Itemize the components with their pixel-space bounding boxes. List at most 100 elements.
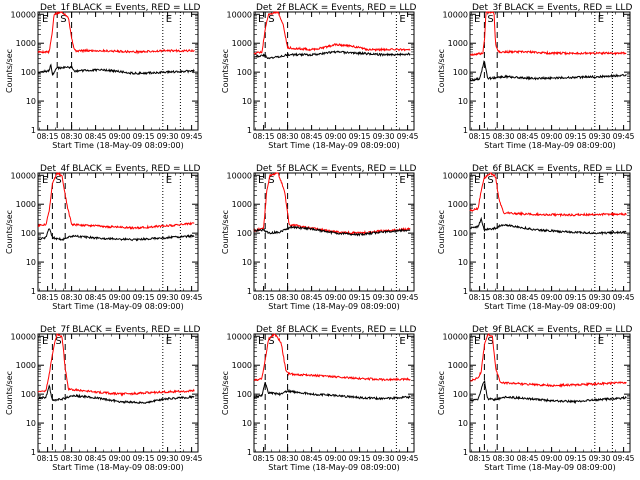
interval-marker-label: E bbox=[166, 336, 172, 347]
x-tick-label: 09:30 bbox=[589, 293, 611, 302]
x-tick-label: 09:30 bbox=[589, 454, 611, 463]
y-tick-label: 100 bbox=[453, 68, 468, 77]
x-tick-label: 09:00 bbox=[541, 132, 563, 141]
interval-marker-label: S bbox=[268, 336, 274, 347]
x-tick-label: 09:15 bbox=[133, 454, 155, 463]
plot-frame bbox=[37, 11, 199, 131]
detector-panel: Det_8f BLACK = Events, RED = LLD 1 10 100 10… bbox=[221, 325, 419, 472]
plot-frame bbox=[253, 333, 415, 453]
panel-title: Det_2f BLACK = Events, RED = LLD bbox=[256, 3, 416, 13]
x-tick-label: 08:30 bbox=[277, 454, 299, 463]
interval-marker-label: E bbox=[258, 336, 264, 347]
interval-marker-label: S bbox=[55, 175, 61, 186]
y-tick-label: 1000 bbox=[448, 361, 468, 370]
y-tick-label: 100 bbox=[237, 229, 252, 238]
x-tick-label: 08:45 bbox=[517, 293, 539, 302]
x-tick-label: 08:45 bbox=[85, 293, 107, 302]
x-tick-label: 08:15 bbox=[253, 293, 275, 302]
y-tick-label: 10000 bbox=[11, 171, 36, 180]
lld-rate-line bbox=[253, 333, 411, 382]
x-tick-label: 09:45 bbox=[181, 293, 203, 302]
panel-title: Det_7f BLACK = Events, RED = LLD bbox=[40, 325, 200, 335]
x-tick-label: 09:15 bbox=[133, 293, 155, 302]
x-tick-label: 09:30 bbox=[589, 132, 611, 141]
y-tick-label: 10 bbox=[458, 258, 468, 267]
x-tick-label: 08:15 bbox=[37, 132, 59, 141]
x-tick-label: 09:15 bbox=[565, 454, 587, 463]
x-tick-label: 08:30 bbox=[61, 454, 83, 463]
y-tick-label: 1000 bbox=[232, 361, 252, 370]
panel-title: Det_1f BLACK = Events, RED = LLD bbox=[40, 3, 200, 13]
y-tick-label: 100 bbox=[237, 68, 252, 77]
x-tick-label: 08:30 bbox=[277, 293, 299, 302]
x-tick-label: 08:45 bbox=[517, 454, 539, 463]
x-tick-label: 08:15 bbox=[253, 132, 275, 141]
x-axis-label: Start Time (18-May-09 08:09:00) bbox=[268, 302, 399, 311]
interval-marker-label: E bbox=[598, 336, 604, 347]
events-rate-line bbox=[253, 224, 411, 237]
panel-title: Det_8f BLACK = Events, RED = LLD bbox=[256, 325, 416, 335]
interval-marker-label: S bbox=[60, 14, 66, 25]
y-tick-label: 1 bbox=[463, 126, 468, 135]
detector-panel: Det_4f BLACK = Events, RED = LLD 1 10 100 10… bbox=[5, 164, 203, 311]
y-tick-label: 1000 bbox=[16, 361, 36, 370]
y-tick-label: 10000 bbox=[443, 10, 468, 19]
x-tick-label: 09:00 bbox=[325, 454, 347, 463]
x-axis-label: Start Time (18-May-09 08:09:00) bbox=[484, 302, 615, 311]
detector-panel: Det_9f BLACK = Events, RED = LLD 1 10 100 10… bbox=[437, 325, 635, 472]
x-tick-label: 09:30 bbox=[157, 293, 179, 302]
plot-frame bbox=[469, 172, 631, 292]
interval-marker-label: E bbox=[598, 175, 604, 186]
events-rate-line bbox=[253, 50, 411, 60]
y-tick-label: 1 bbox=[31, 126, 36, 135]
y-axis-label: Counts/sec bbox=[221, 49, 230, 93]
y-tick-label: 1 bbox=[31, 448, 36, 457]
x-tick-label: 09:00 bbox=[541, 454, 563, 463]
y-tick-label: 100 bbox=[453, 229, 468, 238]
x-tick-label: 09:45 bbox=[397, 132, 419, 141]
y-tick-label: 10000 bbox=[227, 171, 252, 180]
detector-panel: Det_6f BLACK = Events, RED = LLD 1 10 100 10… bbox=[437, 164, 635, 311]
x-tick-label: 08:45 bbox=[301, 132, 323, 141]
x-axis-label: Start Time (18-May-09 08:09:00) bbox=[484, 141, 615, 150]
interval-marker-label: E bbox=[42, 175, 48, 186]
x-tick-label: 09:30 bbox=[157, 454, 179, 463]
x-tick-label: 08:15 bbox=[469, 293, 491, 302]
panel-title: Det_3f BLACK = Events, RED = LLD bbox=[472, 3, 632, 13]
y-tick-label: 1 bbox=[463, 287, 468, 296]
lld-rate-line bbox=[253, 11, 411, 55]
x-tick-label: 08:30 bbox=[493, 132, 515, 141]
x-tick-label: 09:15 bbox=[349, 132, 371, 141]
x-tick-label: 08:45 bbox=[85, 132, 107, 141]
x-axis-label: Start Time (18-May-09 08:09:00) bbox=[484, 463, 615, 472]
x-axis-label: Start Time (18-May-09 08:09:00) bbox=[52, 463, 183, 472]
y-tick-label: 10 bbox=[26, 258, 36, 267]
y-tick-label: 10 bbox=[458, 419, 468, 428]
x-tick-label: 09:30 bbox=[373, 132, 395, 141]
y-axis-label: Counts/sec bbox=[437, 371, 446, 415]
y-tick-label: 10000 bbox=[227, 332, 252, 341]
x-tick-label: 09:45 bbox=[397, 293, 419, 302]
panel-title: Det_6f BLACK = Events, RED = LLD bbox=[472, 164, 632, 174]
interval-marker-label: E bbox=[42, 336, 48, 347]
x-axis-label: Start Time (18-May-09 08:09:00) bbox=[268, 141, 399, 150]
x-tick-label: 09:45 bbox=[613, 293, 635, 302]
x-tick-label: 09:00 bbox=[325, 293, 347, 302]
x-tick-label: 08:30 bbox=[277, 132, 299, 141]
x-tick-label: 09:45 bbox=[613, 454, 635, 463]
detector-panel: Det_5f BLACK = Events, RED = LLD 1 10 100 10… bbox=[221, 164, 419, 311]
y-tick-label: 1000 bbox=[448, 39, 468, 48]
x-tick-label: 09:15 bbox=[133, 132, 155, 141]
y-tick-label: 1000 bbox=[232, 39, 252, 48]
lld-rate-line bbox=[253, 171, 411, 236]
x-tick-label: 08:45 bbox=[85, 454, 107, 463]
x-tick-label: 08:15 bbox=[37, 454, 59, 463]
interval-marker-label: E bbox=[474, 336, 480, 347]
events-rate-line bbox=[37, 228, 195, 242]
interval-marker-label: E bbox=[399, 336, 405, 347]
y-tick-label: 10000 bbox=[11, 10, 36, 19]
y-tick-label: 10 bbox=[242, 419, 252, 428]
events-rate-line bbox=[38, 384, 195, 405]
interval-marker-label: S bbox=[268, 175, 274, 186]
plot-frame bbox=[253, 11, 415, 131]
